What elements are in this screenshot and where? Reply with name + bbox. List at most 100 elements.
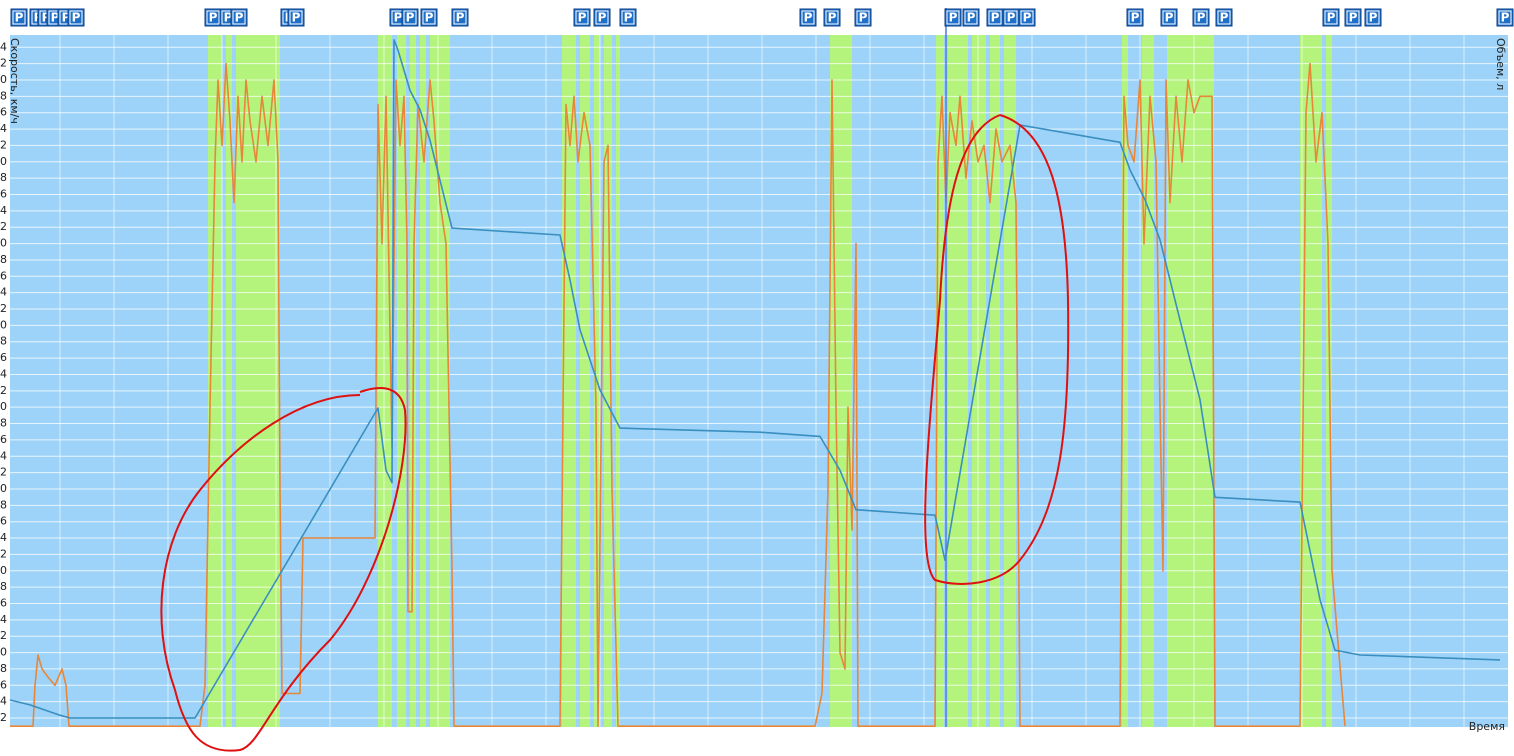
y-tick-label: 64	[0, 204, 7, 217]
motion-interval	[430, 35, 450, 727]
y-tick-label: 44	[0, 367, 7, 380]
parking-label: P	[1327, 11, 1336, 25]
parking-marker: P	[204, 8, 222, 27]
parking-label: P	[1007, 11, 1016, 25]
y-tick-label: 66	[0, 188, 7, 201]
y-tick-label: 24	[0, 531, 7, 544]
y-tick-label: 72	[0, 138, 7, 151]
parking-label: P	[804, 11, 813, 25]
parking-icon	[1018, 8, 1036, 27]
parking-icon-inner	[988, 10, 1002, 25]
y-tick-label: 60	[0, 237, 7, 250]
y-tick-label: 4	[0, 695, 7, 708]
parking-icon-inner	[825, 10, 839, 25]
parking-icon-inner	[206, 10, 220, 25]
parking-icon	[1192, 8, 1210, 27]
parking-icon-inner	[621, 10, 635, 25]
parking-marker: P	[854, 8, 872, 27]
parking-label: P	[1501, 11, 1510, 25]
y-tick-label: 74	[0, 122, 7, 135]
parking-icon-inner	[422, 10, 436, 25]
parking-marker: P	[451, 8, 469, 27]
parking-marker: P	[1126, 8, 1144, 27]
parking-icon	[10, 8, 28, 27]
y-tick-label: 14	[0, 613, 7, 626]
parking-label: P	[224, 11, 233, 25]
parking-marker: P	[1496, 8, 1514, 27]
y-tick-label: 18	[0, 580, 7, 593]
y-tick-label: 54	[0, 286, 7, 299]
parking-icon-inner	[946, 10, 960, 25]
parking-icon-inner	[289, 10, 303, 25]
parking-label: P	[578, 11, 587, 25]
parking-icon	[1215, 8, 1233, 27]
parking-label: P	[62, 11, 71, 25]
parking-icon	[451, 8, 469, 27]
parking-marker: P	[962, 8, 980, 27]
parking-marker: P	[1160, 8, 1178, 27]
y-axis-label: Скорость, км/ч	[8, 38, 21, 124]
y-tick-label: 38	[0, 417, 7, 430]
parking-icon	[944, 8, 962, 27]
plot-area	[9, 35, 1508, 727]
parking-icon-inner	[403, 10, 417, 25]
y-tick-label: 2	[0, 711, 7, 724]
parking-marker: P	[1364, 8, 1382, 27]
parking-label: P	[72, 11, 81, 25]
motion-interval	[397, 35, 406, 727]
motion-interval	[226, 35, 232, 727]
parking-icon	[287, 8, 305, 27]
parking-label: P	[859, 11, 868, 25]
y-tick-label: 84	[0, 40, 7, 53]
parking-label: P	[15, 11, 24, 25]
parking-icon	[799, 8, 817, 27]
parking-icon-inner	[964, 10, 978, 25]
y-tick-label: 36	[0, 433, 7, 446]
parking-label: P	[1165, 11, 1174, 25]
plot-background	[10, 35, 1508, 727]
parking-icon	[1322, 8, 1340, 27]
parking-icon-inner	[595, 10, 609, 25]
parking-label: P	[598, 11, 607, 25]
parking-icon-inner	[1128, 10, 1142, 25]
parking-icon	[1126, 8, 1144, 27]
motion-interval	[580, 35, 590, 727]
annotation-circle	[160, 387, 407, 752]
parking-icon-inner	[232, 10, 246, 25]
parking-marker: P	[420, 8, 438, 27]
parking-icon	[823, 8, 841, 27]
parking-marker: P	[799, 8, 817, 27]
parking-marker: P	[67, 8, 85, 27]
parking-icon	[573, 8, 591, 27]
parking-marker: P	[619, 8, 637, 27]
motion-interval	[1004, 35, 1016, 727]
parking-icon-inner	[1366, 10, 1380, 25]
parking-icon-inner	[69, 10, 83, 25]
parking-icon	[1160, 8, 1178, 27]
y-tick-label: 78	[0, 89, 7, 102]
parking-icon-inner	[1020, 10, 1034, 25]
parking-icon-inner	[575, 10, 589, 25]
parking-label: P	[1369, 11, 1378, 25]
x-axis-label: Время	[1469, 720, 1505, 733]
y-tick-label: 52	[0, 302, 7, 315]
parking-icon-inner	[1217, 10, 1231, 25]
parking-marker: P	[1322, 8, 1340, 27]
parking-icon	[230, 8, 248, 27]
y-tick-label: 62	[0, 220, 7, 233]
motion-interval	[1122, 35, 1128, 727]
y-tick-label: 80	[0, 73, 7, 86]
parking-icon	[401, 8, 419, 27]
parking-icon	[67, 8, 85, 27]
parking-label: P	[235, 11, 244, 25]
parking-label: P	[406, 11, 415, 25]
y-tick-label: 56	[0, 269, 7, 282]
motion-interval	[990, 35, 1000, 727]
parking-label: P	[1220, 11, 1229, 25]
parking-icon-inner	[453, 10, 467, 25]
parking-icon-inner	[856, 10, 870, 25]
parking-marker: P	[593, 8, 611, 27]
parking-icon	[1344, 8, 1362, 27]
motion-interval	[1167, 35, 1214, 727]
